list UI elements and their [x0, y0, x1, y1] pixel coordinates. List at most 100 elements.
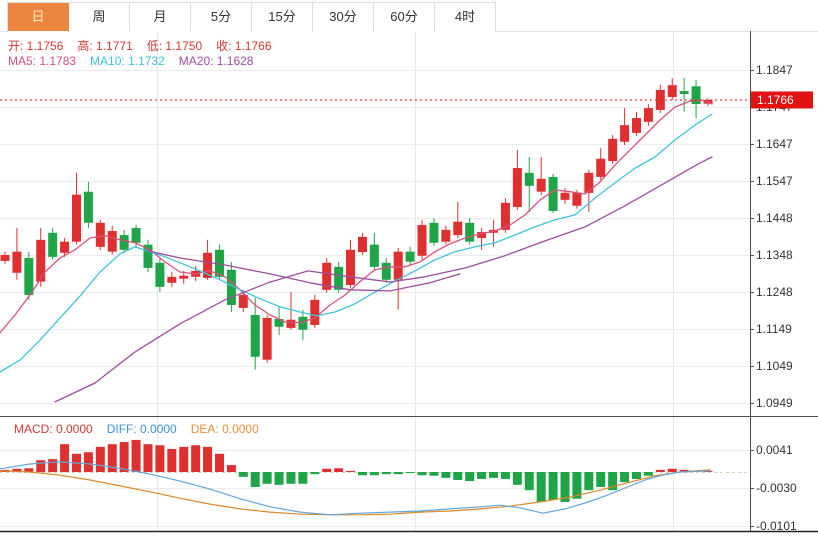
tab-timeframe-3[interactable]: 月: [130, 3, 191, 32]
legend-item: MA20: 1.1628: [178, 54, 254, 68]
candle[interactable]: [608, 135, 618, 164]
macd-bar: [203, 446, 213, 472]
candle[interactable]: [667, 78, 677, 100]
candle[interactable]: [655, 84, 665, 113]
macd-bar: [405, 472, 415, 474]
candle[interactable]: [203, 239, 213, 280]
tab-timeframe-2[interactable]: 周: [69, 3, 130, 32]
candle[interactable]: [60, 237, 70, 257]
candle[interactable]: [310, 294, 320, 328]
macd-bar: [24, 468, 34, 472]
svg-text:1.1049: 1.1049: [756, 359, 793, 373]
candle[interactable]: [95, 219, 105, 250]
candle[interactable]: [429, 218, 439, 246]
macd-legend: MACD: 0.0000 DIFF: 0.0000 DEA: 0.0000: [14, 422, 273, 436]
candle[interactable]: [679, 78, 689, 112]
macd-bar: [572, 472, 582, 499]
macd-histogram: [0, 439, 713, 502]
macd-bar: [489, 472, 499, 478]
candle[interactable]: [381, 257, 391, 283]
candle[interactable]: [524, 156, 534, 213]
ma-line-ma20b: [147, 250, 461, 292]
candle[interactable]: [298, 309, 308, 340]
candle[interactable]: [24, 251, 34, 300]
tab-timeframe-8[interactable]: 4时: [435, 3, 496, 32]
macd-bar: [536, 472, 546, 502]
candle[interactable]: [453, 201, 463, 238]
macd-bar: [584, 472, 594, 491]
macd-bar: [667, 468, 677, 472]
candle[interactable]: [643, 104, 653, 126]
candle[interactable]: [0, 251, 10, 264]
macd-bar: [381, 472, 391, 475]
macd-bar: [107, 444, 117, 472]
svg-text:1.0949: 1.0949: [756, 396, 793, 410]
candle[interactable]: [322, 257, 332, 293]
macd-bar: [560, 472, 570, 502]
macd-bar: [167, 449, 177, 472]
tab-timeframe-7[interactable]: 60分: [374, 3, 435, 32]
svg-text:1.1348: 1.1348: [756, 248, 793, 262]
candle[interactable]: [155, 257, 165, 292]
tab-timeframe-5[interactable]: 15分: [252, 3, 313, 32]
candle[interactable]: [548, 173, 558, 213]
macd-bar: [274, 472, 284, 485]
macd-bar: [608, 472, 618, 491]
legend-item: MA10: 1.1732: [90, 54, 165, 68]
candle[interactable]: [250, 297, 260, 370]
ma-line-ma20: [54, 156, 713, 403]
candle[interactable]: [417, 219, 427, 260]
macd-bar: [119, 442, 129, 472]
candle[interactable]: [119, 229, 129, 253]
svg-text:-0.0030: -0.0030: [756, 481, 797, 495]
dea-line: [0, 469, 711, 516]
svg-text:1.1149: 1.1149: [756, 322, 792, 336]
candle[interactable]: [107, 225, 117, 255]
candle[interactable]: [71, 172, 81, 245]
macd-bar: [441, 472, 451, 478]
price-axis: 1.18471.17471.16471.15471.14481.13481.12…: [750, 63, 797, 533]
svg-text:-0.0101: -0.0101: [756, 519, 797, 533]
macd-bar: [596, 472, 606, 487]
candle[interactable]: [691, 79, 701, 119]
candle[interactable]: [167, 272, 177, 287]
candle[interactable]: [631, 111, 641, 136]
candle[interactable]: [226, 262, 236, 312]
candle[interactable]: [405, 246, 415, 265]
candle[interactable]: [357, 232, 367, 255]
current-price-tag: 1.1766: [751, 91, 813, 109]
candle[interactable]: [36, 227, 46, 287]
candle[interactable]: [596, 148, 606, 180]
candle[interactable]: [369, 232, 379, 270]
candle[interactable]: [12, 227, 22, 280]
candle[interactable]: [143, 239, 153, 273]
tab-timeframe-1[interactable]: 日: [8, 3, 69, 32]
macd-bar: [298, 472, 308, 484]
svg-text:1.1547: 1.1547: [756, 174, 793, 188]
macd-bar: [512, 472, 522, 485]
svg-text:1.1647: 1.1647: [756, 137, 793, 151]
candle[interactable]: [536, 156, 546, 196]
tab-timeframe-6[interactable]: 30分: [313, 3, 374, 32]
macd-bar: [631, 472, 641, 479]
candle[interactable]: [131, 225, 141, 248]
macd-bar: [429, 472, 439, 476]
candle[interactable]: [274, 306, 284, 335]
legend-item: MACD: 0.0000: [14, 422, 93, 436]
macd-bar: [131, 439, 141, 472]
macd-bar: [179, 446, 189, 472]
candle[interactable]: [346, 239, 356, 288]
candle[interactable]: [512, 149, 522, 210]
candle[interactable]: [465, 218, 475, 245]
candle[interactable]: [83, 181, 93, 228]
candle[interactable]: [620, 108, 630, 146]
candle[interactable]: [262, 314, 272, 363]
macd-bar: [83, 452, 93, 472]
candle[interactable]: [48, 227, 58, 260]
candle[interactable]: [441, 225, 451, 245]
legend-item: MA5: 1.1783: [8, 54, 77, 68]
candle[interactable]: [286, 292, 296, 330]
macd-bar: [417, 472, 427, 476]
tab-timeframe-4[interactable]: 5分: [191, 3, 252, 32]
